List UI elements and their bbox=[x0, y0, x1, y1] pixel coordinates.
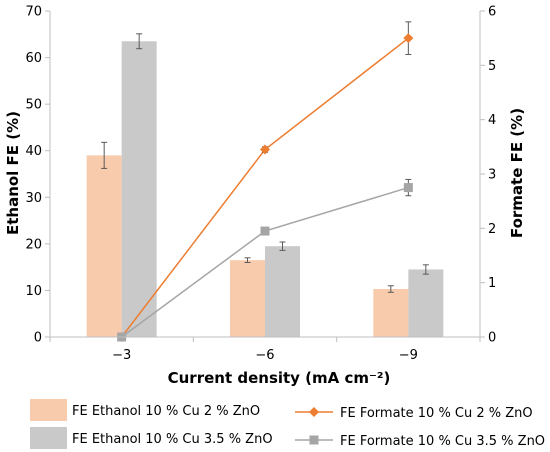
y-tick-label: 30 bbox=[25, 191, 42, 206]
legend-label: FE Formate 10 % Cu 2 % ZnO bbox=[340, 406, 533, 421]
y-tick-label: 60 bbox=[25, 51, 42, 66]
data-point bbox=[403, 33, 414, 44]
data-point bbox=[260, 226, 270, 236]
y2-tick-label: 5 bbox=[488, 59, 496, 74]
legend: FE Ethanol 10 % Cu 2 % ZnO FE Ethanol 10 … bbox=[30, 399, 545, 449]
bar bbox=[86, 155, 122, 337]
data-point bbox=[403, 183, 413, 193]
data-point bbox=[260, 144, 270, 155]
y2-tick-label: 4 bbox=[488, 113, 496, 128]
bar bbox=[408, 269, 444, 337]
y2-tick-label: 1 bbox=[488, 276, 496, 291]
legend-label: FE Ethanol 10 % Cu 3.5 % ZnO bbox=[72, 432, 273, 447]
x-tick-label: −3 bbox=[112, 348, 131, 363]
y2-tick-label: 6 bbox=[488, 5, 496, 20]
legend-swatch bbox=[30, 399, 67, 421]
y-axis-title: Ethanol FE (%) bbox=[4, 111, 22, 235]
bar bbox=[265, 246, 300, 337]
bar bbox=[121, 41, 157, 338]
plot-area bbox=[86, 21, 444, 342]
y-tick-label: 70 bbox=[25, 5, 42, 20]
y2-tick-label: 2 bbox=[488, 222, 496, 237]
legend-swatch bbox=[30, 427, 67, 449]
y2-tick-label: 3 bbox=[488, 168, 496, 183]
legend-marker bbox=[309, 435, 319, 445]
y-tick-label: 0 bbox=[34, 331, 42, 346]
bar bbox=[230, 260, 265, 337]
x-tick-label: −9 bbox=[399, 348, 418, 363]
y-tick-label: 10 bbox=[25, 284, 42, 299]
x-axis-title: Current density (mA cm⁻²) bbox=[168, 369, 391, 387]
y2-tick-label: 0 bbox=[488, 331, 496, 346]
y-tick-label: 50 bbox=[25, 98, 42, 113]
legend-label: FE Formate 10 % Cu 3.5 % ZnO bbox=[340, 434, 545, 449]
y-tick-label: 40 bbox=[25, 144, 42, 159]
y-tick-label: 20 bbox=[25, 237, 42, 252]
legend-marker bbox=[309, 407, 319, 417]
y2-axis-title: Formate FE (%) bbox=[508, 108, 526, 238]
legend-label: FE Ethanol 10 % Cu 2 % ZnO bbox=[72, 404, 260, 419]
axes: 0 10 20 30 40 50 60 70 0 1 2 3 4 5 6 −3 −6 −9 bbox=[25, 5, 496, 364]
bar bbox=[373, 289, 409, 337]
x-tick-label: −6 bbox=[255, 348, 274, 363]
